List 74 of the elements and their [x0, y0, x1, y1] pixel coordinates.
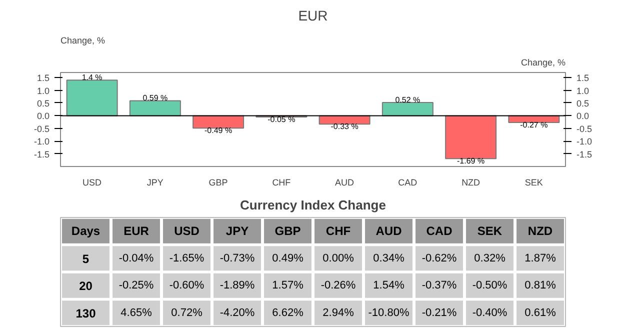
- category-label: 20: [79, 279, 92, 294]
- text: 2.94%: [322, 306, 354, 319]
- x-tick-label: AUD: [335, 178, 355, 188]
- y2-tick-label: -0.5: [576, 124, 592, 134]
- text: -1.65%: [169, 252, 204, 264]
- x-tick-label: CHF: [272, 178, 292, 188]
- y2-tick-label: -1.0: [576, 136, 592, 147]
- x-tick-label: CAD: [398, 178, 418, 188]
- y-tick-label: 1.0: [36, 86, 50, 96]
- text: -1.89%: [220, 280, 255, 292]
- data-label: -0.05 %: [268, 114, 296, 124]
- text: 0.00%: [322, 252, 354, 264]
- y-tick-label: 0.0: [36, 111, 50, 122]
- y2-tick-label: 1.0: [576, 86, 590, 96]
- category-label: AUD: [376, 224, 402, 238]
- y2-axis-title: Change, %: [520, 58, 566, 68]
- y-tick-label: -0.5: [34, 124, 50, 134]
- text: -10.80%: [368, 306, 410, 319]
- y-axis-title: Change, %: [60, 36, 106, 46]
- text: -0.60%: [169, 280, 204, 292]
- category-label: EUR: [124, 224, 150, 238]
- text: 6.62%: [272, 306, 304, 319]
- data-label: -0.27 %: [520, 120, 548, 130]
- x-tick-label: NZD: [462, 178, 481, 188]
- text: -0.50%: [472, 280, 508, 292]
- y-tick-label: 0.5: [36, 98, 50, 108]
- text: -0.40%: [472, 306, 508, 319]
- x-tick-label: JPY: [146, 178, 164, 188]
- category-label: GBP: [274, 224, 301, 238]
- y2-tick-label: 0.5: [576, 98, 590, 108]
- text: 0.34%: [373, 252, 404, 264]
- y-tick-label: 1.5: [36, 73, 50, 84]
- category-label: SEK: [477, 224, 502, 238]
- data-label: 0.59 %: [142, 94, 168, 103]
- text: -0.73%: [220, 252, 255, 264]
- chart-title: EUR: [298, 8, 328, 24]
- data-label: 0.52 %: [395, 95, 420, 104]
- category-label: JPY: [226, 224, 249, 238]
- text: 4.65%: [120, 306, 152, 319]
- category-label: CHF: [326, 224, 351, 238]
- category-label: NZD: [528, 224, 553, 238]
- text: -0.62%: [422, 252, 457, 264]
- text: 0.32%: [474, 252, 506, 264]
- text: 1.87%: [524, 252, 556, 264]
- text: -0.37%: [422, 280, 457, 292]
- category-label: 130: [76, 306, 96, 320]
- text: 1.54%: [373, 280, 404, 292]
- data-label: -0.33 %: [330, 122, 358, 132]
- text: 0.61%: [524, 306, 556, 319]
- category-label: 5: [82, 252, 90, 266]
- y-tick-label: -1.0: [34, 136, 50, 147]
- y-tick-label: -1.5: [34, 149, 50, 160]
- x-tick-label: GBP: [208, 178, 228, 188]
- data-label: 1.4 %: [82, 73, 102, 82]
- text: 0.72%: [171, 306, 202, 319]
- category-label: CAD: [426, 224, 453, 238]
- text: -0.04%: [118, 252, 154, 264]
- y2-tick-label: 1.5: [576, 73, 590, 84]
- x-tick-label: SEK: [524, 178, 543, 188]
- text: -0.25%: [118, 280, 154, 292]
- text: Days: [71, 224, 100, 238]
- text: -4.20%: [220, 306, 255, 319]
- text: Currency Index Change: [240, 198, 386, 212]
- text: 1.57%: [272, 280, 304, 292]
- text: -0.26%: [320, 280, 356, 292]
- x-tick-label: USD: [82, 178, 102, 188]
- y2-tick-label: 0.0: [576, 111, 590, 122]
- data-label: -1.69 %: [457, 156, 485, 166]
- text: 0.81%: [524, 280, 556, 292]
- category-label: USD: [174, 224, 200, 238]
- text: -0.21%: [422, 306, 457, 319]
- data-label: -0.49 %: [204, 126, 232, 136]
- y2-tick-label: -1.5: [576, 149, 592, 160]
- text: 0.49%: [272, 252, 304, 264]
